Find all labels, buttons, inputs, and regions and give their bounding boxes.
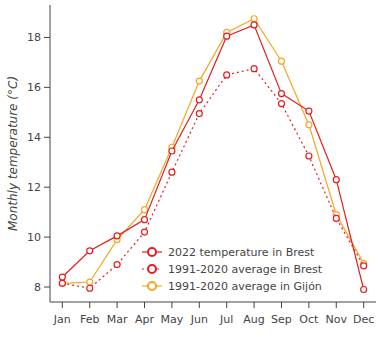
x-tick — [171, 302, 172, 308]
y-tick-label: 14 — [27, 131, 41, 144]
series-marker — [142, 217, 148, 223]
series-marker — [87, 248, 93, 254]
y-tick — [44, 237, 50, 238]
legend-marker — [148, 265, 156, 273]
x-tick — [281, 302, 282, 308]
series-marker — [361, 287, 367, 293]
series-marker — [87, 279, 93, 285]
series-marker — [142, 207, 148, 213]
x-tick — [62, 302, 63, 308]
x-tick-label: Mar — [107, 313, 128, 326]
series-marker — [251, 22, 257, 28]
legend-marker — [148, 282, 156, 290]
x-tick-label: Apr — [135, 313, 155, 326]
series-marker — [169, 169, 175, 175]
legend-label: 1991-2020 average in Brest — [168, 263, 323, 276]
series-marker — [59, 280, 65, 286]
x-tick-label: Sep — [271, 313, 292, 326]
x-tick — [144, 302, 145, 308]
x-tick — [117, 302, 118, 308]
series-marker — [196, 97, 202, 103]
x-tick-label: Oct — [299, 313, 319, 326]
legend: 2022 temperature in Brest 1991-2020 avera… — [138, 241, 328, 298]
x-axis — [50, 302, 376, 303]
x-tick — [226, 302, 227, 308]
series-marker — [278, 58, 284, 64]
legend-marker — [148, 248, 156, 256]
series-marker — [87, 285, 93, 291]
y-tick — [44, 187, 50, 188]
x-tick-label: Feb — [80, 313, 99, 326]
series-marker — [278, 91, 284, 97]
x-tick — [363, 302, 364, 308]
x-tick-label: Jan — [53, 313, 71, 326]
x-tick-label: Jun — [190, 313, 208, 326]
x-tick-label: May — [161, 313, 184, 326]
series-marker — [333, 177, 339, 183]
series-marker — [306, 153, 312, 159]
series-marker — [142, 229, 148, 235]
y-tick-label: 16 — [27, 81, 41, 94]
series-marker — [306, 108, 312, 114]
series-marker — [196, 78, 202, 84]
legend-label: 2022 temperature in Brest — [168, 246, 315, 259]
chart: 8 10 12 14 16 18 Jan Feb Mar Apr May Jun Jul Aug Sep Oc… — [0, 0, 380, 360]
y-axis-label: Monthly temperature (°C) — [6, 76, 20, 231]
series-marker — [278, 101, 284, 107]
y-tick-label: 8 — [34, 281, 41, 294]
series-marker — [196, 111, 202, 117]
x-tick — [336, 302, 337, 308]
y-tick — [44, 87, 50, 88]
y-tick-label: 10 — [27, 231, 41, 244]
series-marker — [251, 66, 257, 72]
legend-box — [138, 241, 328, 298]
series-marker — [333, 215, 339, 221]
series-marker — [251, 16, 257, 22]
x-tick — [89, 302, 90, 308]
y-tick-label: 12 — [27, 181, 41, 194]
legend-label: 1991-2020 average in Gijón — [168, 280, 322, 293]
series-marker — [114, 262, 120, 268]
x-tick — [308, 302, 309, 308]
series-marker — [114, 233, 120, 239]
x-tick-label: Nov — [326, 313, 348, 326]
y-tick — [44, 37, 50, 38]
y-tick-label: 18 — [27, 31, 41, 44]
y-axis — [50, 5, 51, 302]
series-marker — [59, 274, 65, 280]
x-tick — [254, 302, 255, 308]
x-tick-label: Jul — [219, 313, 233, 326]
y-tick — [44, 137, 50, 138]
series-marker — [59, 280, 65, 286]
series-marker — [224, 72, 230, 78]
series-marker — [224, 33, 230, 39]
series-marker — [169, 148, 175, 154]
x-tick-label: Dec — [353, 313, 374, 326]
series-marker — [361, 263, 367, 269]
y-tick — [44, 287, 50, 288]
series-marker — [306, 122, 312, 128]
x-tick-label: Aug — [243, 313, 264, 326]
x-tick — [199, 302, 200, 308]
